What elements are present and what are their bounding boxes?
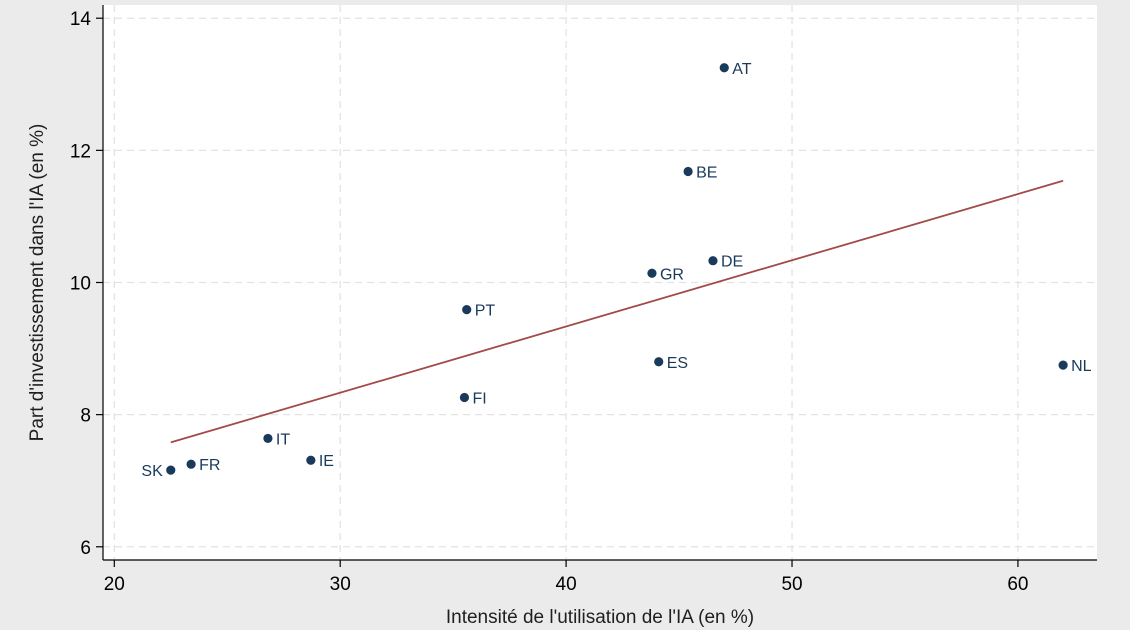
data-point-fi <box>459 392 470 403</box>
data-point-de <box>708 256 718 266</box>
data-point-sk <box>166 465 176 475</box>
point-label-fi: FI <box>472 390 486 407</box>
point-label-at: AT <box>732 61 751 78</box>
y-tick-label: 14 <box>70 9 92 30</box>
point-label-de: DE <box>721 254 743 271</box>
point-label-fr: FR <box>199 457 220 474</box>
point-label-pt: PT <box>475 303 496 320</box>
x-tick-label: 60 <box>1007 574 1028 595</box>
point-label-be: BE <box>696 165 717 182</box>
y-tick-label: 8 <box>80 406 91 427</box>
data-point-es <box>654 357 664 367</box>
data-point-fr <box>186 459 196 469</box>
x-tick-label: 50 <box>781 574 802 595</box>
x-tick-label: 40 <box>556 574 577 595</box>
data-point-be <box>683 166 693 177</box>
point-label-ie: IE <box>319 453 334 470</box>
point-label-sk: SK <box>141 463 163 480</box>
data-point-ie <box>306 455 316 465</box>
fit-line <box>170 179 1064 444</box>
data-point-pt <box>462 304 472 315</box>
point-label-gr: GR <box>660 266 684 283</box>
data-point-nl <box>1058 360 1068 370</box>
point-label-es: ES <box>667 355 688 372</box>
y-axis-title: Part d'investissement dans l'IA (en %) <box>27 124 48 442</box>
x-axis-title: Intensité de l'utilisation de l'IA (en %… <box>446 607 754 628</box>
x-tick-label: 20 <box>104 574 125 595</box>
data-point-it <box>263 433 273 444</box>
point-label-it: IT <box>276 431 290 448</box>
y-tick-label: 10 <box>70 274 91 295</box>
data-point-at <box>719 63 729 73</box>
point-label-nl: NL <box>1071 358 1092 375</box>
data-point-gr <box>647 268 657 278</box>
y-tick-label: 6 <box>80 538 91 559</box>
y-tick-label: 12 <box>70 141 91 162</box>
x-tick-label: 30 <box>330 574 351 595</box>
